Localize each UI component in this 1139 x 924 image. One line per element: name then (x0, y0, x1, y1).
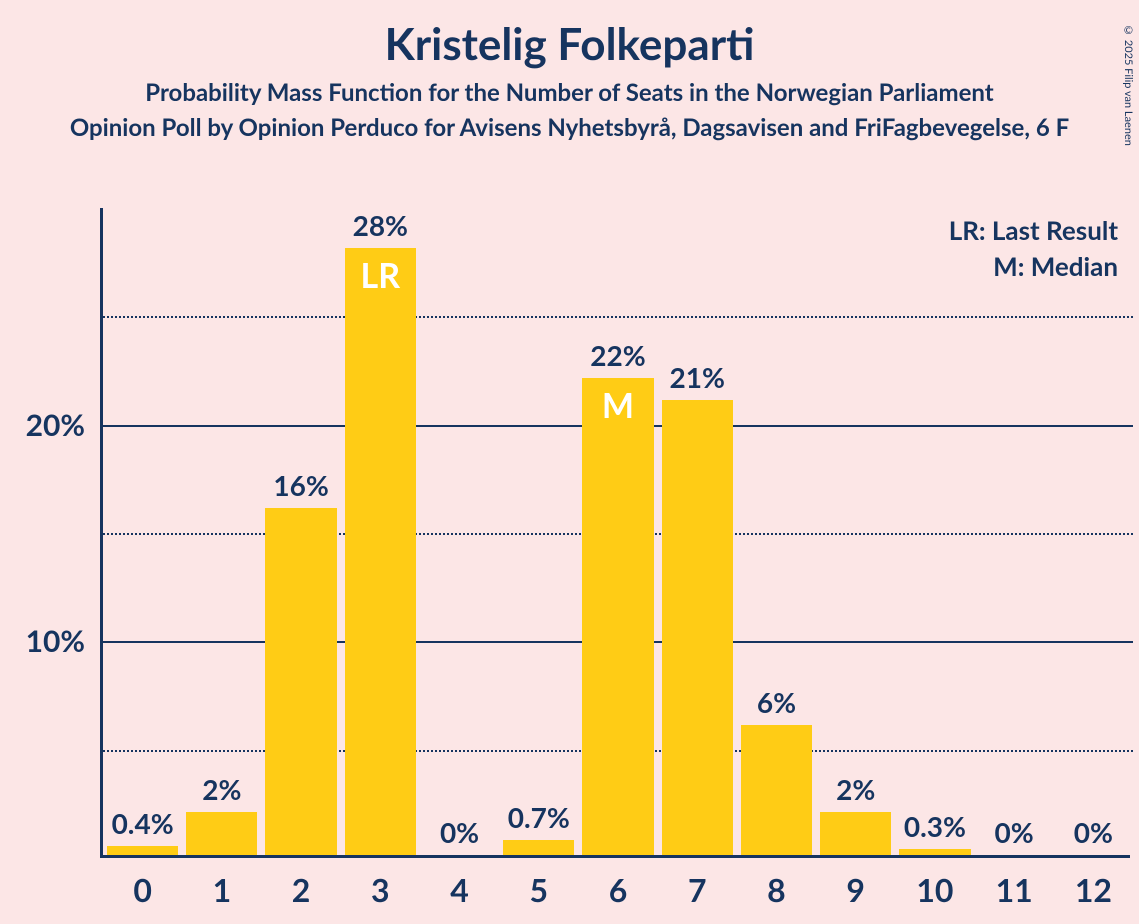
bar-value-label: 0% (995, 815, 1034, 849)
bar-value-label: 16% (273, 468, 328, 502)
x-axis-label: 6 (609, 870, 628, 909)
bar (741, 725, 812, 855)
x-axis-label: 2 (292, 870, 311, 909)
copyright-text: © 2025 Filip van Laenen (1122, 24, 1135, 146)
legend-median: M: Median (993, 250, 1118, 282)
y-axis-label: 20% (0, 407, 85, 443)
x-axis-label: 11 (996, 870, 1033, 909)
bar-inner-label: M (602, 385, 634, 426)
x-axis-label: 1 (213, 870, 232, 909)
bar (582, 378, 653, 855)
bar-value-label: 0% (1074, 815, 1113, 849)
bar (899, 849, 970, 856)
bar-value-label: 2% (836, 772, 875, 806)
bar (820, 812, 891, 855)
bar (503, 840, 574, 855)
x-axis-label: 9 (846, 870, 865, 909)
x-axis-label: 0 (133, 870, 152, 909)
bar (265, 508, 336, 855)
bar-value-label: 0% (440, 815, 479, 849)
chart-title: Kristelig Folkeparti (0, 18, 1139, 70)
x-axis-label: 4 (450, 870, 469, 909)
x-axis-label: 5 (529, 870, 548, 909)
x-axis-label: 7 (688, 870, 707, 909)
bar-value-label: 0.7% (508, 800, 570, 834)
chart-subtitle-2: Opinion Poll by Opinion Perduco for Avis… (0, 113, 1139, 142)
chart-plot: LR: Last Result M: Median 10%20%0.4%02%1… (100, 208, 1130, 858)
bar-value-label: 6% (757, 685, 796, 719)
bar-value-label: 0.4% (112, 806, 174, 840)
bar-value-label: 22% (590, 338, 645, 372)
bar (345, 248, 416, 855)
x-axis-label: 3 (371, 870, 390, 909)
bar (107, 846, 178, 855)
x-axis-label: 10 (916, 870, 953, 909)
bar-value-label: 2% (202, 772, 241, 806)
bar-value-label: 21% (670, 360, 725, 394)
bar-inner-label: LR (361, 255, 401, 296)
bar (186, 812, 257, 855)
chart-area: LR: Last Result M: Median 10%20%0.4%02%1… (100, 208, 1130, 858)
bar-value-label: 0.3% (904, 809, 966, 843)
y-axis-label: 10% (0, 623, 85, 659)
gridline (103, 316, 1133, 318)
bar (662, 400, 733, 855)
legend-last-result: LR: Last Result (949, 214, 1118, 246)
x-axis-label: 8 (767, 870, 786, 909)
x-axis-label: 12 (1075, 870, 1112, 909)
bar-value-label: 28% (353, 208, 408, 242)
chart-subtitle-1: Probability Mass Function for the Number… (0, 78, 1139, 107)
